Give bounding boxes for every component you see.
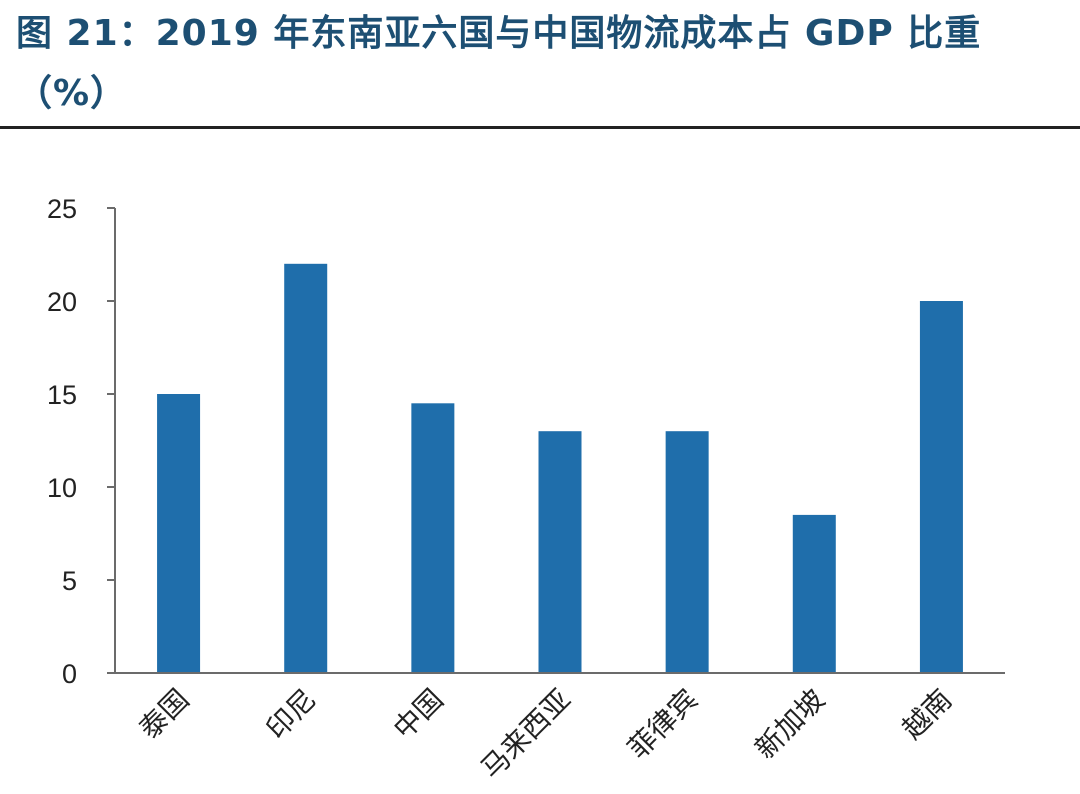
x-category-label: 马来西亚 (474, 683, 577, 786)
y-tick-label: 5 (62, 566, 77, 596)
y-tick-label: 0 (62, 659, 77, 689)
y-axis: 0 5 10 15 20 25 (47, 194, 116, 689)
figure-title: 图 21：2019 年东南亚六国与中国物流成本占 GDP 比重（%） (16, 13, 982, 114)
bar (919, 301, 963, 673)
y-tick-label: 15 (47, 380, 77, 410)
x-category-label: 越南 (895, 683, 958, 746)
bar (665, 431, 709, 673)
bar (411, 403, 455, 673)
y-tick-label: 20 (47, 287, 77, 317)
y-tick-label: 10 (47, 473, 77, 503)
bar (157, 394, 201, 673)
x-category-label: 泰国 (133, 683, 196, 746)
y-tick-label: 25 (47, 194, 77, 224)
x-category-label: 印尼 (260, 683, 323, 746)
x-axis: 泰国 印尼 中国 马来西亚 菲律宾 新加坡 越南 (115, 672, 1005, 786)
bar (538, 431, 582, 673)
x-category-label: 菲律宾 (621, 683, 704, 766)
bars (157, 263, 963, 673)
title-rule (0, 126, 1080, 129)
bar (284, 263, 328, 673)
x-category-label: 新加坡 (748, 683, 831, 766)
bar (792, 514, 836, 673)
x-category-label: 中国 (387, 683, 450, 746)
